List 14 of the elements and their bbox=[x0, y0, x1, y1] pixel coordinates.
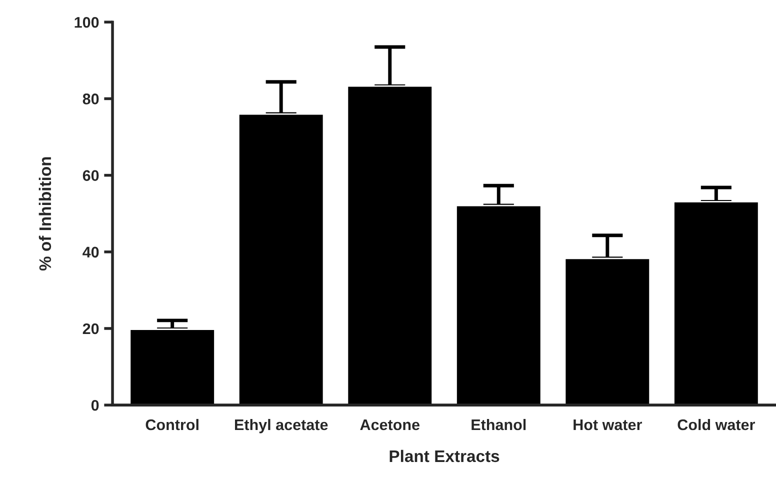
x-tick-label: Ethyl acetate bbox=[235, 418, 328, 434]
y-tick-label: 40 bbox=[82, 246, 99, 258]
y-tick-label: 100 bbox=[74, 16, 99, 28]
y-tick-label: 60 bbox=[82, 170, 99, 181]
x-tick-label: Cold water bbox=[678, 418, 755, 430]
x-axis-title: Plant Extracts bbox=[390, 450, 500, 462]
x-tick-label: Ethanol bbox=[472, 418, 526, 430]
y-tick-label: 0 bbox=[91, 400, 99, 411]
y-axis-title: % of Inhibition bbox=[38, 157, 52, 271]
y-tick-label: 20 bbox=[82, 323, 99, 334]
x-tick-label: Control bbox=[146, 418, 198, 430]
x-tick-label: Hot water bbox=[574, 420, 642, 430]
y-tick-label: 80 bbox=[82, 94, 99, 104]
x-tick-label: Acetone bbox=[360, 420, 420, 430]
